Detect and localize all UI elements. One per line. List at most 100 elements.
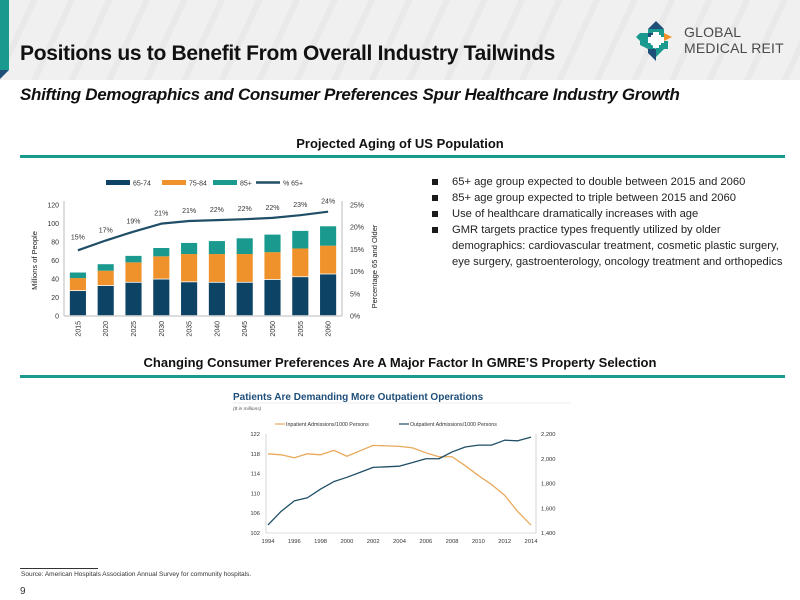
- legend-label-3: % 65+: [283, 181, 303, 188]
- bar-75-84-2040: [208, 254, 225, 282]
- outpatient-line-chart: Patients Are Demanding More Outpatient O…: [233, 392, 570, 545]
- bar-85plus-2020: [97, 264, 114, 271]
- accent-triangle: [0, 70, 9, 79]
- footer-source: Source: American Hospitals Association A…: [21, 571, 252, 578]
- legend-swatch-2: [213, 180, 237, 185]
- y-tick-label: 100: [47, 221, 59, 228]
- line-inpatient: [267, 444, 532, 526]
- accent-bar: [0, 0, 9, 70]
- bullet-item: Use of healthcare dramatically increases…: [430, 206, 790, 222]
- x-tick-label: 2002: [367, 539, 380, 545]
- legend-label-1: 75-84: [189, 181, 207, 188]
- slide-title: Positions us to Benefit From Overall Ind…: [20, 42, 556, 65]
- line-chart-subtitle: ($ in millions): [233, 406, 262, 412]
- bar-85plus-2015: [69, 272, 86, 279]
- y-tick-label: 120: [47, 203, 59, 210]
- line-pct-65plus: [77, 210, 329, 252]
- bar-75-84-2020: [97, 270, 114, 286]
- y2-tick-label: 15%: [350, 247, 364, 254]
- x-tick-label: 2015: [75, 321, 82, 337]
- data-label-pct: 19%: [126, 219, 140, 226]
- data-label-pct: 17%: [99, 228, 113, 235]
- y-tick-label: 102: [250, 531, 260, 537]
- bar-85plus-2025: [125, 255, 142, 263]
- y2-tick-label: 2,000: [541, 457, 556, 463]
- y-tick-label: 114: [251, 472, 261, 478]
- bar-75-84-2045: [236, 254, 253, 282]
- data-label-pct: 22%: [210, 207, 224, 214]
- bullet-item: 85+ age group expected to triple between…: [430, 190, 790, 206]
- y-tick-label: 20: [51, 295, 59, 302]
- bar-65-74-2030: [153, 279, 170, 316]
- y2-axis-title: Percentage 65 and Older: [370, 224, 379, 308]
- x-tick-label: 2014: [525, 539, 539, 545]
- y2-tick-label: 5%: [350, 291, 360, 298]
- footer-rule: [20, 568, 98, 569]
- y-tick-label: 118: [251, 452, 260, 458]
- y2-tick-label: 1,400: [541, 531, 556, 537]
- legend-label-inpatient: Inpatient Admissions/1000 Persons: [286, 422, 369, 428]
- x-tick-label: 1994: [262, 539, 276, 545]
- bar-85plus-2040: [208, 241, 225, 255]
- bar-85plus-2050: [264, 234, 281, 253]
- data-label-pct: 22%: [265, 205, 279, 212]
- aging-bar-chart: 65-74 75-84 85+% 65+0204060801001200%5%10%…: [30, 180, 379, 337]
- bar-85plus-2055: [292, 230, 309, 249]
- line-chart-title: Patients Are Demanding More Outpatient O…: [233, 392, 484, 403]
- y-tick-label: 106: [250, 511, 260, 517]
- x-tick-label: 2020: [103, 321, 110, 337]
- bar-65-74-2045: [236, 282, 253, 316]
- cross-logo-icon: [636, 21, 672, 61]
- logo-line-2: MEDICAL REIT: [684, 40, 784, 56]
- bar-65-74-2040: [208, 282, 225, 316]
- bar-75-84-2060: [320, 245, 337, 274]
- bar-75-84-2030: [153, 256, 170, 279]
- y-tick-label: 0: [55, 314, 59, 321]
- bar-75-84-2025: [125, 262, 142, 282]
- y2-tick-label: 1,600: [541, 506, 556, 512]
- company-logo: GLOBAL MEDICAL REIT: [634, 20, 794, 62]
- y2-tick-label: 10%: [350, 269, 364, 276]
- y2-tick-label: 20%: [350, 225, 364, 232]
- data-label-pct: 24%: [321, 199, 335, 206]
- x-tick-label: 2008: [446, 539, 459, 545]
- legend-label-0: 65-74: [133, 181, 151, 188]
- x-tick-label: 2055: [298, 321, 305, 337]
- y2-tick-label: 2,200: [541, 432, 556, 438]
- bar-85plus-2030: [153, 248, 170, 257]
- x-tick-label: 2004: [393, 539, 407, 545]
- x-tick-label: 1998: [314, 539, 327, 545]
- legend-swatch-1: [162, 180, 186, 185]
- bar-65-74-2020: [97, 285, 114, 316]
- y-tick-label: 122: [250, 432, 260, 438]
- logo-text: GLOBAL MEDICAL REIT: [684, 24, 784, 56]
- x-tick-label: 2035: [187, 321, 194, 337]
- slide-subtitle: Shifting Demographics and Consumer Prefe…: [20, 85, 680, 104]
- page-number: 9: [20, 586, 26, 597]
- section-title-aging: Projected Aging of US Population: [296, 136, 504, 151]
- x-tick-label: 2025: [131, 321, 138, 337]
- y2-tick-label: 1,800: [541, 482, 556, 488]
- bar-75-84-2055: [292, 248, 309, 277]
- x-tick-label: 1996: [288, 539, 301, 545]
- line-outpatient: [267, 436, 532, 526]
- section-title-consumer: Changing Consumer Preferences Are A Majo…: [143, 355, 657, 370]
- legend-label-outpatient: Outpatient Admissions/1000 Persons: [410, 422, 497, 428]
- x-tick-label: 2006: [419, 539, 432, 545]
- y2-tick-label: 0%: [350, 314, 360, 321]
- y-tick-label: 80: [51, 240, 59, 247]
- bar-65-74-2060: [320, 274, 337, 316]
- x-tick-label: 2050: [270, 321, 277, 337]
- bar-85plus-2060: [320, 226, 337, 246]
- legend-swatch-0: [106, 180, 130, 185]
- y-tick-label: 110: [251, 491, 260, 497]
- y-tick-label: 40: [51, 277, 59, 284]
- bullet-item: GMR targets practice types frequently ut…: [430, 222, 790, 270]
- bar-65-74-2050: [264, 279, 281, 316]
- bar-75-84-2035: [181, 254, 198, 282]
- section-rule-aging: [20, 155, 785, 158]
- section-rule-consumer: [20, 375, 785, 378]
- x-tick-label: 2060: [326, 321, 333, 337]
- bar-75-84-2015: [69, 278, 86, 291]
- y2-tick-label: 25%: [350, 203, 364, 210]
